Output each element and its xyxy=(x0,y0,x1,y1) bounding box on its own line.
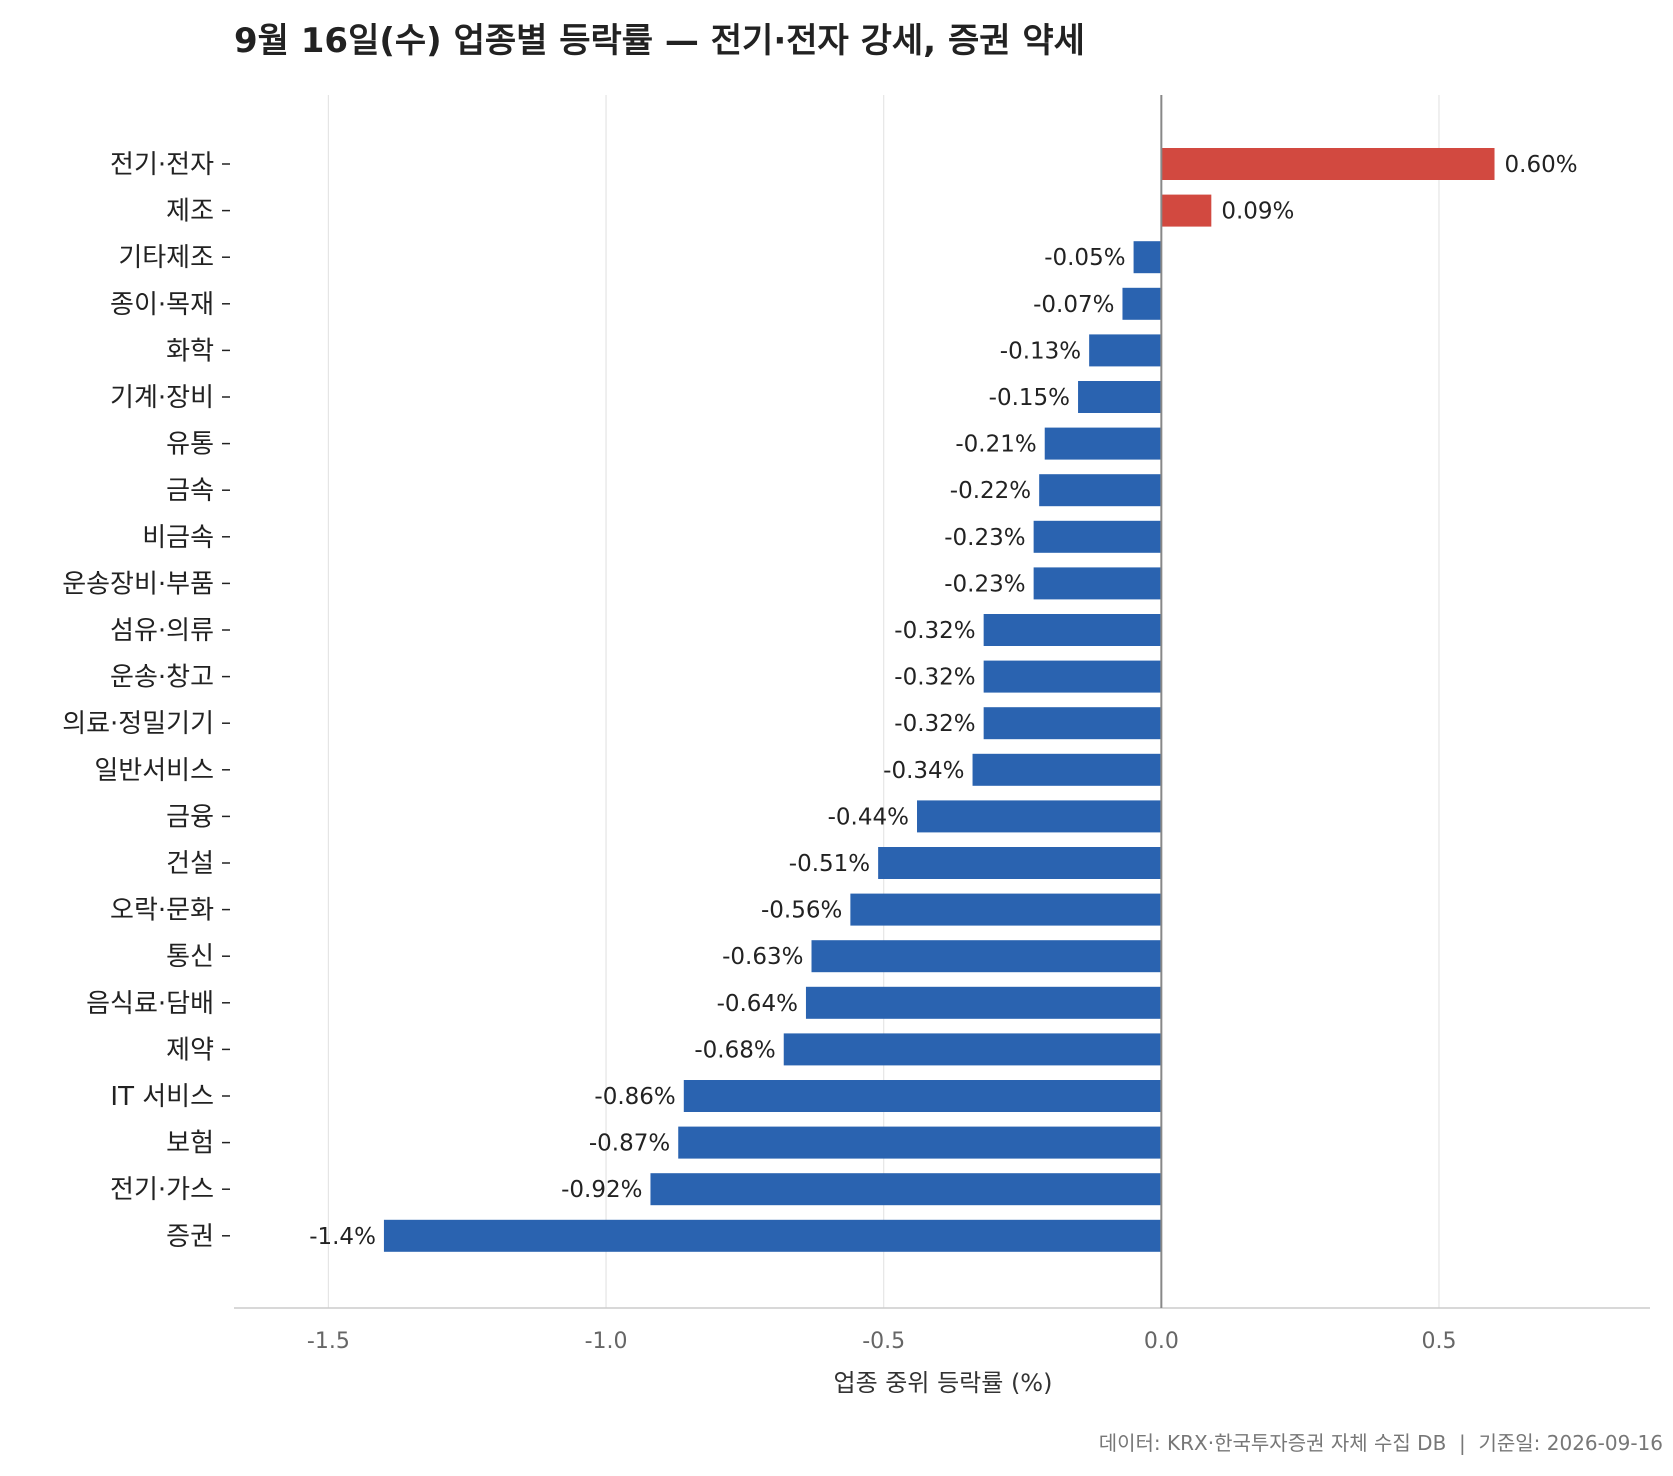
x-tick-label: 0.0 xyxy=(1144,1329,1179,1354)
chart-title: 9월 16일(수) 업종별 등락률 — 전기·전자 강세, 증권 약세 xyxy=(234,21,1085,61)
category-label: 제약 xyxy=(166,1035,214,1065)
value-label: -0.64% xyxy=(717,991,798,1017)
category-label: 화학 xyxy=(166,336,214,366)
value-label: 0.60% xyxy=(1505,152,1578,178)
source-note: 데이터: KRX·한국투자증권 자체 수집 DB | 기준일: 2026-09-… xyxy=(1099,1431,1663,1455)
category-label: 일반서비스 xyxy=(94,756,214,786)
category-label: 비금속 xyxy=(142,523,214,553)
grid-layer xyxy=(327,95,1440,1308)
value-label: -0.23% xyxy=(944,571,1025,597)
bar xyxy=(983,614,1162,646)
bar xyxy=(1089,334,1162,367)
value-label: -0.63% xyxy=(722,944,803,970)
category-label: 종이·목재 xyxy=(110,290,214,320)
bar xyxy=(383,1219,1162,1252)
category-label: IT 서비스 xyxy=(110,1082,214,1112)
category-label: 전기·가스 xyxy=(110,1175,214,1205)
category-label: 오락·문화 xyxy=(110,896,214,926)
bar xyxy=(1033,567,1162,600)
bar-layer xyxy=(383,148,1495,1252)
value-label: -0.13% xyxy=(1000,338,1081,364)
bar xyxy=(1161,194,1212,227)
value-label: -0.21% xyxy=(955,432,1036,458)
value-label: -0.23% xyxy=(944,525,1025,551)
bar xyxy=(678,1126,1162,1159)
x-axis-label: 업종 중위 등락률 (%) xyxy=(834,1369,1053,1397)
category-label: 보험 xyxy=(166,1129,214,1159)
category-label: 금융 xyxy=(166,802,214,832)
category-label: 통신 xyxy=(166,942,214,972)
x-tick-label: -1.0 xyxy=(585,1329,628,1354)
category-label: 운송장비·부품 xyxy=(62,569,214,599)
value-label: -0.92% xyxy=(561,1177,642,1203)
bar xyxy=(1161,148,1495,180)
category-label: 증권 xyxy=(166,1222,214,1252)
bar xyxy=(983,660,1162,693)
value-label: -0.32% xyxy=(894,618,975,644)
bar xyxy=(850,893,1162,926)
category-label: 건설 xyxy=(166,849,214,879)
value-label: -0.56% xyxy=(761,898,842,924)
category-label: 운송·창고 xyxy=(110,663,214,693)
category-label: 전기·전자 xyxy=(110,150,214,180)
bar xyxy=(783,1033,1162,1066)
value-label: -0.07% xyxy=(1033,292,1114,318)
bar xyxy=(805,986,1162,1019)
x-tick-label: -0.5 xyxy=(862,1329,905,1354)
axis-layer: -1.5 -1.0 -0.5 0.0 0.5 xyxy=(222,95,1650,1354)
bar xyxy=(811,940,1162,973)
bar xyxy=(972,753,1162,786)
bar xyxy=(683,1080,1162,1112)
category-label: 기계·장비 xyxy=(110,383,214,413)
category-label: 제조 xyxy=(166,197,214,227)
bar xyxy=(1039,474,1162,507)
value-label: -0.68% xyxy=(694,1037,775,1063)
value-label: -0.15% xyxy=(989,385,1070,411)
value-label: -0.34% xyxy=(883,758,964,784)
x-tick-label: 0.5 xyxy=(1421,1329,1456,1354)
category-label: 섬유·의류 xyxy=(110,616,214,646)
bar xyxy=(1033,520,1162,553)
category-label: 기타제조 xyxy=(118,243,214,273)
bar xyxy=(1122,287,1162,320)
value-label: -0.51% xyxy=(789,851,870,877)
x-tick-label: -1.5 xyxy=(307,1329,350,1354)
bar xyxy=(878,847,1162,879)
value-label: -0.32% xyxy=(894,711,975,737)
bar xyxy=(983,707,1162,740)
value-label: -0.44% xyxy=(828,804,909,830)
value-label: -0.86% xyxy=(594,1084,675,1110)
bar xyxy=(917,800,1162,833)
value-label: -0.32% xyxy=(894,665,975,691)
category-label: 음식료·담배 xyxy=(86,989,214,1019)
bar xyxy=(650,1173,1162,1206)
value-label: -0.87% xyxy=(589,1131,670,1157)
value-label: 0.09% xyxy=(1221,199,1294,225)
label-layer: 전기·전자 0.60% 제조 0.09% 기타제조 -0.05% 종이·목재 -0.07% 화학… xyxy=(62,150,1577,1252)
value-label: -0.22% xyxy=(950,478,1031,504)
value-label: -0.05% xyxy=(1044,245,1125,271)
bar xyxy=(1078,381,1162,413)
category-label: 금속 xyxy=(166,476,214,506)
bar xyxy=(1044,427,1162,460)
value-label: -1.4% xyxy=(309,1224,376,1250)
category-label: 의료·정밀기기 xyxy=(62,709,214,739)
category-label: 유통 xyxy=(166,430,214,460)
bar xyxy=(1133,241,1162,274)
